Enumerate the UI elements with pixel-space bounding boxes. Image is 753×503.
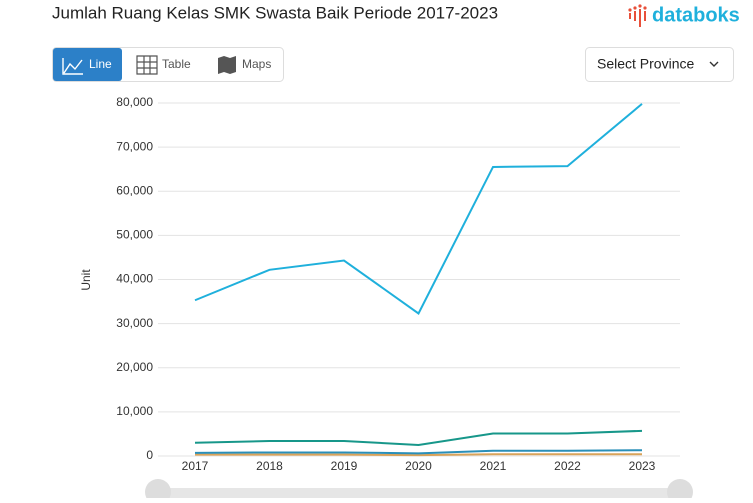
table-button-label[interactable]: Table (162, 57, 191, 71)
x-tick-label: 2022 (554, 459, 581, 473)
x-tick-label: 2017 (182, 459, 209, 473)
province-select[interactable] (585, 47, 734, 82)
y-tick-label: 10,000 (116, 404, 153, 418)
slider-handle[interactable] (145, 479, 171, 503)
maps-button-label[interactable]: Maps (242, 57, 271, 71)
chart-title: Jumlah Ruang Kelas SMK Swasta Baik Perio… (52, 3, 498, 22)
y-tick-label: 50,000 (116, 228, 153, 242)
x-tick-label: 2023 (629, 459, 656, 473)
y-tick-label: 30,000 (116, 316, 153, 330)
y-tick-label: 20,000 (116, 360, 153, 374)
line-series (194, 429, 643, 446)
maps-icon[interactable] (218, 56, 236, 74)
line-series (194, 103, 643, 315)
line-button[interactable] (53, 48, 122, 81)
x-tick-label: 2019 (331, 459, 358, 473)
y-axis-label: Unit (79, 269, 93, 291)
y-tick-label: 80,000 (116, 95, 153, 109)
range-slider[interactable] (158, 488, 680, 498)
dropdown-arrow (709, 61, 719, 67)
line-icon (62, 58, 83, 75)
line-series (195, 453, 642, 457)
slider-handle[interactable] (667, 479, 693, 503)
x-tick-label: 2021 (480, 459, 507, 473)
logo: databoks (628, 4, 740, 27)
line-series (194, 449, 643, 455)
y-tick-label: 0 (146, 448, 153, 462)
line-button-label: Line (89, 57, 112, 71)
province-select-label[interactable]: Select Province (597, 56, 694, 72)
x-tick-label: 2020 (405, 459, 432, 473)
y-tick-label: 70,000 (116, 139, 153, 153)
y-tick-label: 40,000 (116, 272, 153, 286)
x-tick-label: 2018 (256, 459, 283, 473)
logo-icon (628, 4, 647, 27)
y-tick-label: 60,000 (116, 183, 153, 197)
logo-text: databoks (652, 4, 740, 26)
table-icon[interactable] (136, 55, 158, 75)
